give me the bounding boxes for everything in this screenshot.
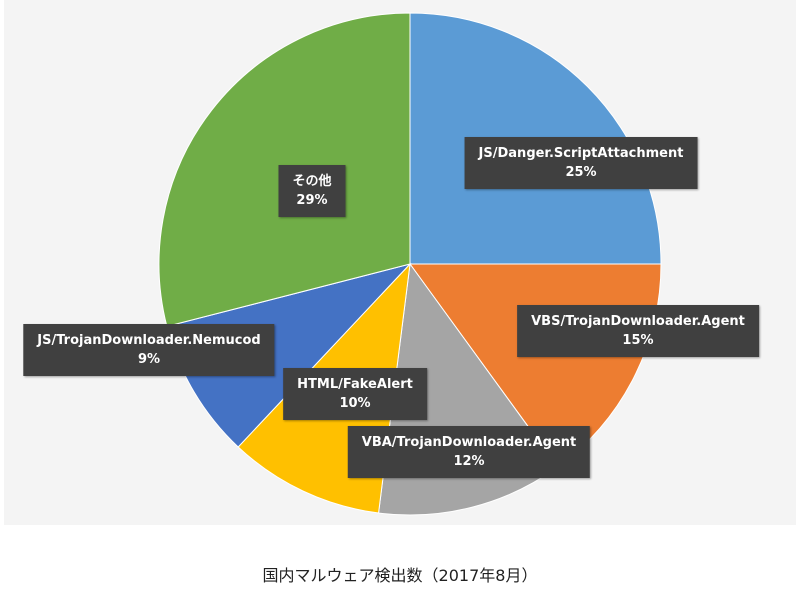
data-label-other: その他 29% — [278, 165, 346, 217]
data-label-vbs-agent: VBS/TrojanDownloader.Agent 15% — [517, 305, 759, 357]
data-label-vba-agent: VBA/TrojanDownloader.Agent 12% — [347, 426, 591, 478]
data-label-name: HTML/FakeAlert — [297, 377, 413, 392]
data-label-value: 15% — [622, 333, 654, 348]
chart-title: 国内マルウェア検出数（2017年8月） — [262, 566, 538, 585]
data-label-name: VBS/TrojanDownloader.Agent — [531, 314, 745, 329]
data-label-js-nemucod: JS/TrojanDownloader.Nemucod 9% — [23, 324, 275, 376]
data-label-value: 25% — [565, 165, 597, 180]
data-label-name: VBA/TrojanDownloader.Agent — [361, 435, 577, 450]
data-label-value: 12% — [453, 454, 485, 469]
data-label-name: JS/TrojanDownloader.Nemucod — [37, 333, 261, 348]
data-label-value: 10% — [339, 396, 371, 411]
data-label-name: その他 — [292, 174, 332, 189]
data-label-value: 9% — [137, 352, 161, 367]
data-label-html-fakealert: HTML/FakeAlert 10% — [283, 368, 427, 420]
data-label-name: JS/Danger.ScriptAttachment — [478, 146, 684, 161]
data-label-js-danger: JS/Danger.ScriptAttachment 25% — [464, 137, 698, 189]
data-label-value: 29% — [296, 193, 328, 208]
chart-area: JS/Danger.ScriptAttachment 25% VBS/Troja… — [4, 0, 796, 525]
